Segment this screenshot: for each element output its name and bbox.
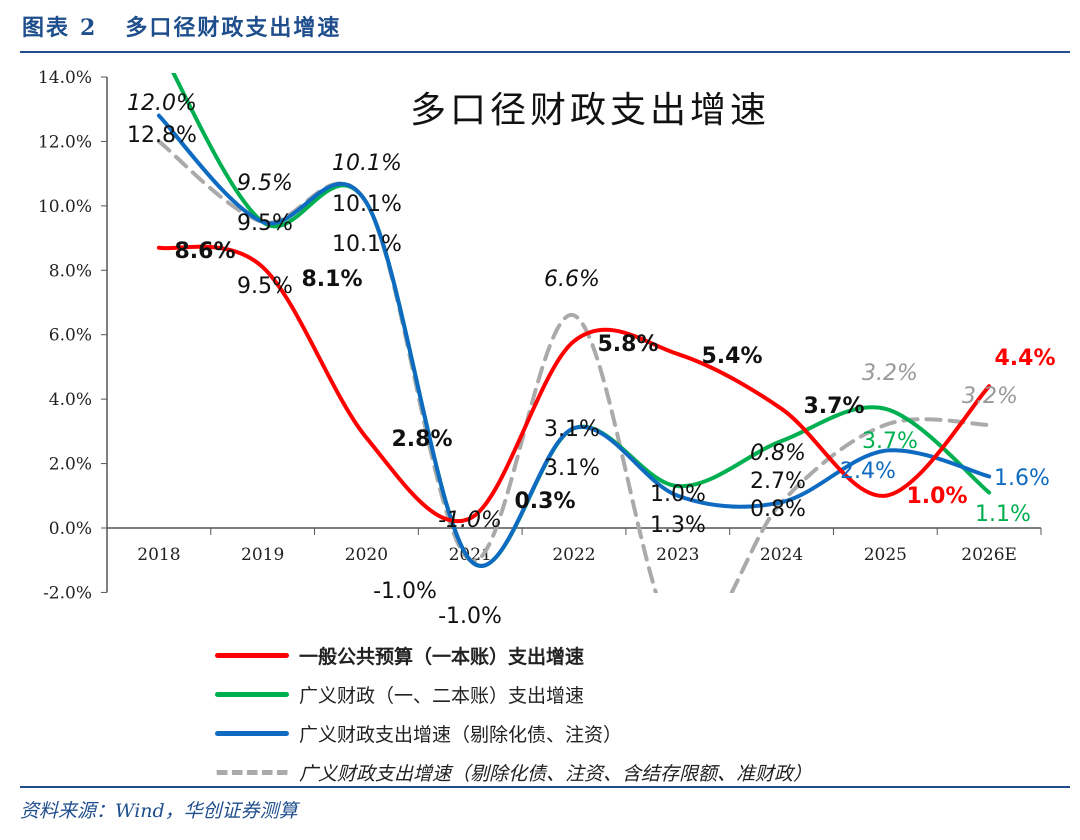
legend-label: 广义财政支出增速（剔除化债、注资） [299,724,623,746]
source-note: 资料来源：Wind，华创证券测算 [20,800,298,822]
header-rule [20,51,1070,53]
x-tick-label: 2026E [961,545,1017,565]
data-label: 2.7% [750,469,806,494]
data-label: 3.7% [803,394,864,419]
data-label: 10.1% [332,151,402,176]
legend-swatch [215,731,289,736]
x-tick-label: 2019 [241,545,284,565]
data-label: 1.0% [906,484,967,509]
x-tick-label: 2021 [449,545,492,565]
data-label: 10.1% [332,232,402,257]
data-label: 0.8% [750,441,806,466]
x-tick-label: 2022 [552,545,595,565]
y-tick-label: 12.0% [38,132,92,152]
y-tick-label: 4.0% [49,390,92,410]
data-label: 1.6% [994,466,1050,491]
legend-item: 广义财政（一、二本账）支出增速 [215,675,812,714]
footer-rule [20,786,1070,788]
data-label: 12.8% [127,123,197,148]
data-label: 8.6% [174,239,235,264]
legend-label: 一般公共预算（一本账）支出增速 [299,646,585,668]
series-line-0 [156,244,992,524]
legend-item: 一般公共预算（一本账）支出增速 [215,636,812,675]
figure-header: 图表 2 多口径财政支出增速 [22,10,341,42]
data-label: 1.3% [650,513,706,538]
x-tick-label: 2025 [864,545,907,565]
legend-swatch [215,653,289,658]
y-tick-label: 0.0% [49,519,92,539]
x-tick-label: 2024 [760,545,803,565]
series-line-2 [156,113,992,568]
data-label: 5.4% [701,344,762,369]
x-tick-label: 2018 [137,545,180,565]
y-tick-label: 2.0% [49,455,92,475]
data-label: 3.2% [962,384,1018,409]
legend-label: 广义财政支出增速（剔除化债、注资、含结存限额、准财政） [299,763,813,785]
y-tick-label: 10.0% [38,197,92,217]
legend-swatch [215,692,289,697]
legend-swatch [215,770,289,775]
y-tick-label: -2.0% [43,583,92,603]
data-label: 2.4% [840,459,896,484]
data-label: 10.1% [332,192,402,217]
data-label: 3.7% [862,429,918,454]
x-tick-label: 2020 [345,545,388,565]
y-tick-label: 6.0% [49,326,92,346]
data-label: 9.5% [237,171,293,196]
data-label: 6.6% [544,267,600,292]
data-label: -1.0% [373,579,437,604]
data-label: -1.0% [438,604,502,629]
legend-label: 广义财政（一、二本账）支出增速 [299,685,585,707]
chart-title: 多口径财政支出增速 [410,90,770,131]
figure-number: 2 [80,15,98,41]
data-label: -1.0% [438,508,502,533]
data-label: 9.5% [237,274,293,299]
data-label: 3.2% [862,361,918,386]
data-label: 12.0% [127,91,197,116]
data-label: 9.5% [237,211,293,236]
data-label: 0.8% [750,497,806,522]
y-tick-label: 8.0% [49,261,92,281]
legend-item: 广义财政支出增速（剔除化债、注资、含结存限额、准财政） [215,753,812,792]
x-tick-label: 2023 [656,545,699,565]
legend-item: 广义财政支出增速（剔除化债、注资） [215,714,812,753]
data-label: 1.1% [975,502,1031,527]
line-chart: 多口径财政支出增速 -2.0% 0.0% 2.0% 4.0% 6.0% 8.0% 10.0%… [38,68,1056,629]
legend: 一般公共预算（一本账）支出增速 广义财政（一、二本账）支出增速广义财政支出增速（剔… [215,636,812,792]
data-label: 0.3% [514,489,575,514]
data-label: 3.1% [544,417,600,442]
data-label: 5.8% [597,332,658,357]
data-label: 4.4% [994,346,1055,371]
data-label: 3.1% [544,456,600,481]
data-label: 2.8% [391,427,452,452]
data-label: 1.0% [650,482,706,507]
y-tick-label: 14.0% [38,68,92,88]
figure-title: 多口径财政支出增速 [125,15,342,41]
data-label: 8.1% [301,267,362,292]
figure-prefix: 图表 [22,15,71,41]
